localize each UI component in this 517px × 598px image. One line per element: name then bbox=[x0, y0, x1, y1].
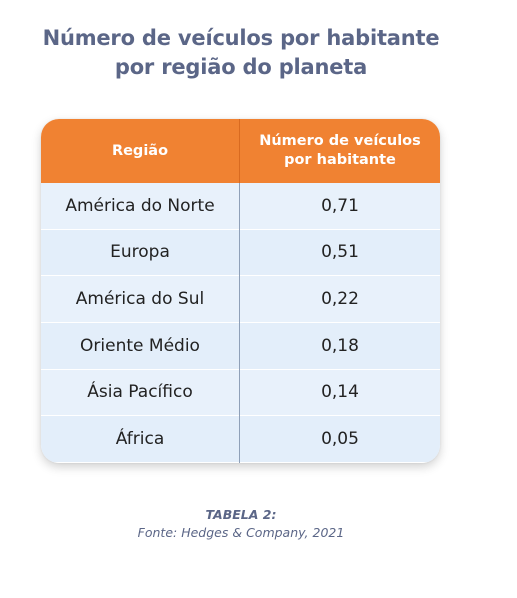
header-column-divider bbox=[239, 119, 240, 183]
cell-value: 0,71 bbox=[321, 195, 359, 216]
cell-region: Ásia Pacífico bbox=[87, 382, 193, 403]
cell-value: 0,14 bbox=[321, 382, 359, 403]
table-row: América do Sul 0,22 bbox=[41, 276, 440, 323]
page-title-line-2: por região do planeta bbox=[114, 55, 368, 79]
cell-region: América do Sul bbox=[75, 289, 205, 310]
table-row: África 0,05 bbox=[41, 416, 440, 463]
table-header: Região Número de veículos por habitante bbox=[41, 119, 440, 183]
cell-value: 0,51 bbox=[321, 242, 359, 263]
cell-region: Oriente Médio bbox=[80, 335, 200, 356]
caption-label: TABELA 2: bbox=[205, 507, 277, 522]
header-region: Região bbox=[111, 143, 169, 159]
cell-value: 0,22 bbox=[321, 289, 359, 310]
page-title: Número de veículos por habitante por reg… bbox=[0, 24, 482, 82]
cell-region: Europa bbox=[110, 242, 170, 263]
caption-source: Fonte: Hedges & Company, 2021 bbox=[137, 525, 345, 540]
cell-region: América do Norte bbox=[65, 195, 215, 216]
table-caption: TABELA 2: Fonte: Hedges & Company, 2021 bbox=[0, 506, 482, 542]
table-body: América do Norte 0,71 Europa 0,51 Améric… bbox=[41, 183, 440, 463]
header-value-line-1: Número de veículos bbox=[259, 133, 421, 149]
page-title-line-1: Número de veículos por habitante bbox=[42, 26, 440, 50]
cell-value: 0,05 bbox=[321, 429, 359, 450]
column-divider bbox=[239, 119, 240, 463]
header-value-line-2: por habitante bbox=[284, 152, 396, 168]
table-row: Ásia Pacífico 0,14 bbox=[41, 369, 440, 417]
header-value: Número de veículos por habitante bbox=[240, 119, 440, 183]
table-row: Oriente Médio 0,18 bbox=[41, 322, 440, 370]
table-row: Europa 0,51 bbox=[41, 229, 440, 277]
cell-region: África bbox=[115, 429, 165, 450]
data-table: Região Número de veículos por habitante … bbox=[41, 119, 440, 463]
cell-value: 0,18 bbox=[321, 335, 359, 356]
table-row: América do Norte 0,71 bbox=[41, 183, 440, 230]
